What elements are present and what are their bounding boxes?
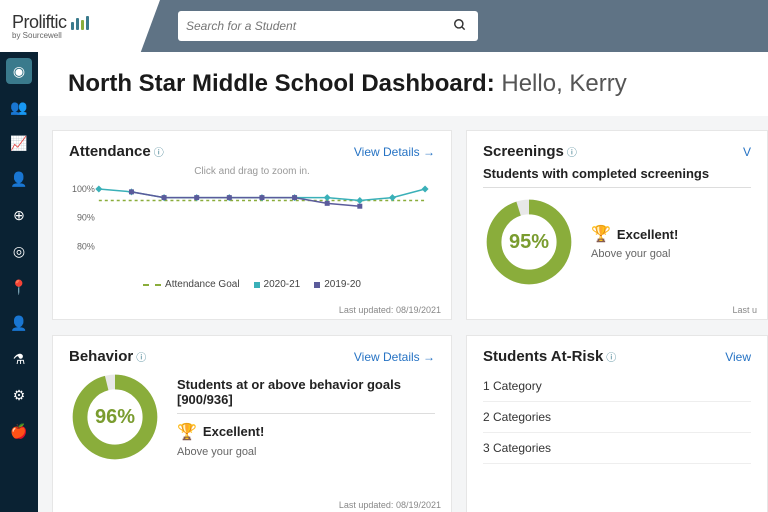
risk-row[interactable]: 3 Categories bbox=[483, 433, 751, 464]
apple-icon[interactable]: 🍎 bbox=[6, 418, 32, 444]
legend-item: 2019-20 bbox=[314, 279, 361, 290]
search-input[interactable] bbox=[186, 19, 450, 33]
status-sub: Above your goal bbox=[591, 248, 678, 260]
svg-text:90%: 90% bbox=[77, 213, 95, 223]
screenings-donut: 95% bbox=[483, 196, 575, 288]
view-details-link[interactable]: View bbox=[725, 350, 751, 364]
logo-bars-icon bbox=[71, 16, 89, 30]
trophy-icon: 🏆 bbox=[591, 224, 611, 244]
user-icon[interactable]: 👤 bbox=[6, 310, 32, 336]
chart-icon[interactable]: 📈 bbox=[6, 130, 32, 156]
info-icon[interactable]: ⓘ bbox=[136, 353, 146, 364]
attendance-legend: Attendance Goal 2020-21 2019-20 bbox=[69, 279, 435, 290]
card-subtitle: Students with completed screenings bbox=[483, 166, 751, 188]
status-row: 🏆 Excellent! bbox=[591, 224, 678, 244]
legend-item: 2020-21 bbox=[254, 279, 301, 290]
card-behavior: Behaviorⓘ View Details → 96% Students at… bbox=[52, 335, 452, 512]
last-updated: Last updated: 08/19/2021 bbox=[339, 500, 441, 510]
flask-icon[interactable]: ⚗ bbox=[6, 346, 32, 372]
card-title: Students At-Riskⓘ bbox=[483, 348, 616, 365]
view-details-link[interactable]: View Details → bbox=[354, 350, 435, 364]
card-title: Screeningsⓘ bbox=[483, 143, 577, 160]
search-icon[interactable] bbox=[450, 18, 470, 35]
card-title: Attendanceⓘ bbox=[69, 143, 164, 160]
last-updated: Last u bbox=[732, 305, 757, 315]
page-title: North Star Middle School Dashboard: Hell… bbox=[68, 70, 748, 98]
person-icon[interactable]: 👤 bbox=[6, 166, 32, 192]
logo-name: Proliftic bbox=[12, 12, 148, 33]
card-subtitle: Students at or above behavior goals [900… bbox=[177, 377, 435, 414]
sidebar: ◉ 👥 📈 👤 ⊕ ◎ 📍 👤 ⚗ ⚙ 🍎 bbox=[0, 52, 38, 512]
risk-row[interactable]: 1 Category bbox=[483, 371, 751, 402]
gear-icon[interactable]: ⚙ bbox=[6, 382, 32, 408]
status-sub: Above your goal bbox=[177, 446, 435, 458]
card-at-risk: Students At-Riskⓘ View 1 Category2 Categ… bbox=[466, 335, 768, 512]
card-attendance: Attendanceⓘ View Details → Click and dra… bbox=[52, 130, 452, 320]
risk-row[interactable]: 2 Categories bbox=[483, 402, 751, 433]
svg-text:100%: 100% bbox=[72, 184, 95, 194]
attendance-chart[interactable]: 100% 90% 80% bbox=[69, 177, 435, 277]
info-icon[interactable]: ⓘ bbox=[606, 353, 616, 364]
screenings-pct: 95% bbox=[483, 196, 575, 288]
svg-text:80%: 80% bbox=[77, 241, 95, 251]
legend-item: Attendance Goal bbox=[143, 279, 240, 290]
card-title: Behaviorⓘ bbox=[69, 348, 146, 365]
card-screenings: Screeningsⓘ V Students with completed sc… bbox=[466, 130, 768, 320]
behavior-donut: 96% bbox=[69, 371, 161, 463]
status-row: 🏆 Excellent! bbox=[177, 422, 435, 442]
logo-byline: by Sourcewell bbox=[12, 31, 148, 40]
globe-icon[interactable]: ◉ bbox=[6, 58, 32, 84]
trophy-icon: 🏆 bbox=[177, 422, 197, 442]
target-icon[interactable]: ◎ bbox=[6, 238, 32, 264]
search-box[interactable] bbox=[178, 11, 478, 41]
last-updated: Last updated: 08/19/2021 bbox=[339, 305, 441, 315]
main-content: North Star Middle School Dashboard: Hell… bbox=[38, 52, 768, 512]
cards-grid: Attendanceⓘ View Details → Click and dra… bbox=[38, 116, 768, 512]
pin-icon[interactable]: 📍 bbox=[6, 274, 32, 300]
info-icon[interactable]: ⓘ bbox=[567, 148, 577, 159]
compass-icon[interactable]: ⊕ bbox=[6, 202, 32, 228]
view-details-link[interactable]: V bbox=[743, 145, 751, 159]
top-bar: Proliftic by Sourcewell bbox=[0, 0, 768, 52]
view-details-link[interactable]: View Details → bbox=[354, 145, 435, 159]
behavior-pct: 96% bbox=[69, 371, 161, 463]
people-icon[interactable]: 👥 bbox=[6, 94, 32, 120]
chart-hint: Click and drag to zoom in. bbox=[69, 166, 435, 177]
logo[interactable]: Proliftic by Sourcewell bbox=[0, 0, 160, 52]
info-icon[interactable]: ⓘ bbox=[154, 148, 164, 159]
